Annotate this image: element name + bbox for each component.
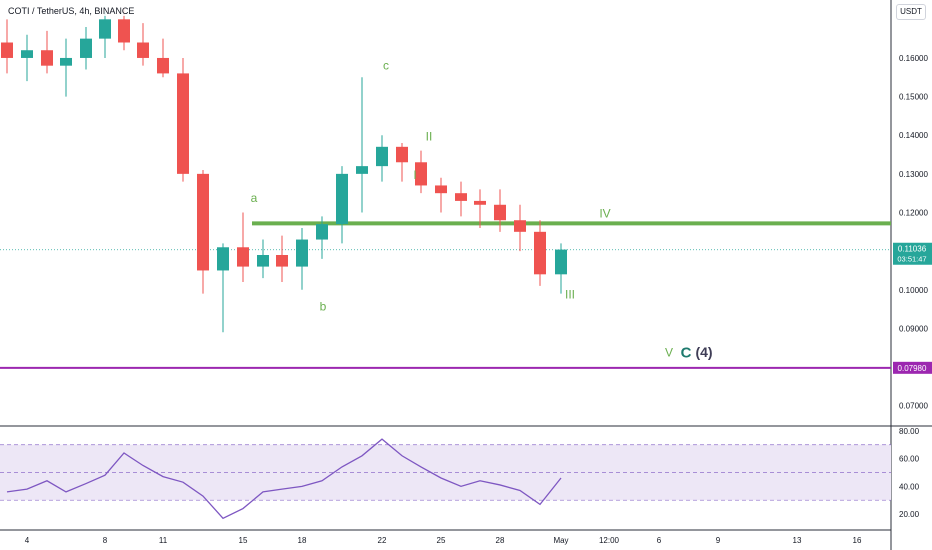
time-tick-label: 4 xyxy=(25,536,30,545)
time-tick-label: 16 xyxy=(853,536,862,545)
wave-label: b xyxy=(320,299,327,313)
candle-body xyxy=(494,204,506,221)
candle-body xyxy=(276,255,288,267)
candle-body xyxy=(237,247,249,267)
currency-button[interactable]: USDT xyxy=(896,4,926,20)
rsi-line xyxy=(6,438,562,520)
countdown-label: 03:51:47 xyxy=(897,255,926,264)
candle-body xyxy=(177,73,189,174)
time-tick-label: 8 xyxy=(103,536,108,545)
candle-body xyxy=(376,146,388,167)
wave-label: c xyxy=(383,59,389,73)
target-price-label: 0.07980 xyxy=(898,364,927,373)
candle-body xyxy=(396,146,408,163)
time-tick-label: 6 xyxy=(657,536,662,545)
wave-label: C xyxy=(681,344,692,361)
time-tick-label: 25 xyxy=(437,536,446,545)
rsi-tick-label: 80.00 xyxy=(899,427,920,436)
candle-body xyxy=(336,173,348,225)
candle-body xyxy=(157,57,169,74)
wave-label: IV xyxy=(599,207,610,221)
plot-background xyxy=(0,0,891,528)
price-tick-label: 0.09000 xyxy=(899,324,928,333)
time-tick-label: 28 xyxy=(496,536,505,545)
candle-body xyxy=(118,19,130,43)
rsi-tick-label: 60.00 xyxy=(899,455,920,464)
candle-body xyxy=(455,193,467,201)
candle-body xyxy=(80,38,92,58)
time-tick-label: 12:00 xyxy=(599,536,620,545)
wave-label: II xyxy=(426,129,433,143)
candle-body xyxy=(257,255,269,267)
time-tick-label: 9 xyxy=(716,536,721,545)
candle-body xyxy=(356,166,368,174)
price-tick-label: 0.07000 xyxy=(899,402,928,411)
candle-body xyxy=(137,42,149,58)
current-price-label: 0.11036 xyxy=(898,245,927,254)
rsi-band xyxy=(0,444,891,501)
candle-body xyxy=(1,42,13,58)
price-tick-label: 0.13000 xyxy=(899,170,928,179)
time-tick-label: 13 xyxy=(793,536,802,545)
target-price-tag xyxy=(893,361,932,374)
price-tick-label: 0.12000 xyxy=(899,209,928,218)
candle-body xyxy=(217,247,229,271)
time-tick-label: 11 xyxy=(159,536,168,545)
candle-body xyxy=(534,231,546,275)
rsi-tick-label: 20.00 xyxy=(899,510,920,519)
candle-body xyxy=(316,224,328,240)
time-tick-label: 15 xyxy=(239,536,248,545)
symbol-title[interactable]: COTI / TetherUS, 4h, BINANCE xyxy=(6,6,137,16)
time-tick-label: 18 xyxy=(298,536,307,545)
candles-layer xyxy=(1,7,567,333)
candle-body xyxy=(514,220,526,232)
candle-body xyxy=(60,57,72,66)
horizontal-lines[interactable] xyxy=(0,221,891,369)
candle-body xyxy=(296,239,308,267)
price-tick-label: 0.15000 xyxy=(899,93,928,102)
price-tick-label: 0.10000 xyxy=(899,286,928,295)
rsi-line-layer xyxy=(6,438,562,520)
wave-label: V xyxy=(665,346,673,360)
price-tick-label: 0.14000 xyxy=(899,131,928,140)
candle-body xyxy=(41,50,53,66)
candle-body xyxy=(197,173,209,271)
axes-layer: 0.16000 0.15000 0.14000 0.13000 0.12000 0.110… xyxy=(25,54,932,545)
candle-body xyxy=(474,200,486,205)
rsi-tick-label: 40.00 xyxy=(899,482,920,491)
candle-body xyxy=(415,162,427,186)
candle-body xyxy=(99,19,111,39)
wave-label: I xyxy=(413,168,416,182)
current-price-tag xyxy=(893,242,932,265)
wave-label: (4) xyxy=(695,344,712,360)
price-tick-label: 0.16000 xyxy=(899,54,928,63)
time-tick-label: 22 xyxy=(378,536,387,545)
candle-body xyxy=(555,249,567,275)
time-tick-label: May xyxy=(553,536,568,545)
wave-label: a xyxy=(251,191,258,205)
candle-body xyxy=(435,185,447,194)
wave-label: III xyxy=(565,288,575,302)
candle-body xyxy=(21,50,33,58)
